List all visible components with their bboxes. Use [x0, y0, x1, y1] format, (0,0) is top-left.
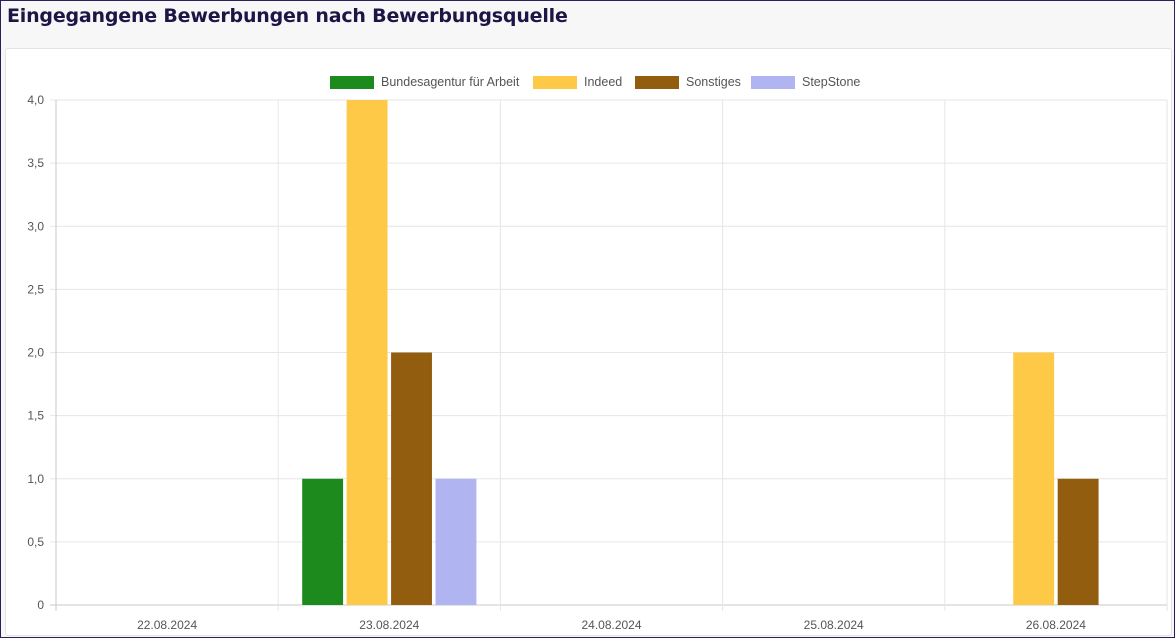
x-tick-label: 23.08.2024: [359, 618, 419, 632]
chart-legend: Bundesagentur für Arbeit Indeed Sonstiges S…: [330, 75, 860, 89]
legend-swatch[interactable]: [533, 76, 577, 89]
legend-label[interactable]: StepStone: [802, 75, 860, 89]
y-tick-label: 1,5: [27, 409, 44, 423]
bar[interactable]: [346, 100, 388, 605]
y-tick-label: 0: [37, 598, 44, 612]
x-tick-label: 25.08.2024: [804, 618, 864, 632]
x-axis-ticks: 22.08.2024 23.08.2024 24.08.2024 25.08.2024…: [137, 618, 1086, 632]
legend-swatch[interactable]: [751, 76, 795, 89]
y-tick-label: 1,0: [27, 472, 44, 486]
legend-label[interactable]: Indeed: [584, 75, 622, 89]
chart-bars: [302, 100, 1099, 606]
x-tick-label: 22.08.2024: [137, 618, 197, 632]
y-tick-label: 4,0: [27, 93, 44, 107]
page-title: Eingegangene Bewerbungen nach Bewerbungs…: [7, 5, 568, 27]
legend-swatch[interactable]: [635, 76, 679, 89]
y-tick-label: 0,5: [27, 535, 44, 549]
bar[interactable]: [1057, 478, 1099, 605]
y-tick-label: 3,0: [27, 219, 44, 233]
chart-grid: [50, 99, 1168, 611]
y-tick-label: 2,5: [27, 282, 44, 296]
bar[interactable]: [391, 352, 432, 606]
legend-swatch[interactable]: [330, 76, 374, 89]
legend-label[interactable]: Sonstiges: [686, 75, 741, 89]
bar[interactable]: [302, 478, 344, 605]
y-tick-label: 2,0: [27, 346, 44, 360]
y-axis-ticks: 0 0,5 1,0 1,5 2,0 2,5 3,0 3,5 4,0: [27, 93, 44, 612]
x-tick-label: 26.08.2024: [1026, 618, 1086, 632]
bar[interactable]: [435, 478, 477, 605]
bar[interactable]: [1013, 352, 1055, 606]
y-tick-label: 3,5: [27, 156, 44, 170]
x-tick-label: 24.08.2024: [581, 618, 641, 632]
chart-card: [5, 48, 1172, 636]
legend-label[interactable]: Bundesagentur für Arbeit: [381, 75, 520, 89]
